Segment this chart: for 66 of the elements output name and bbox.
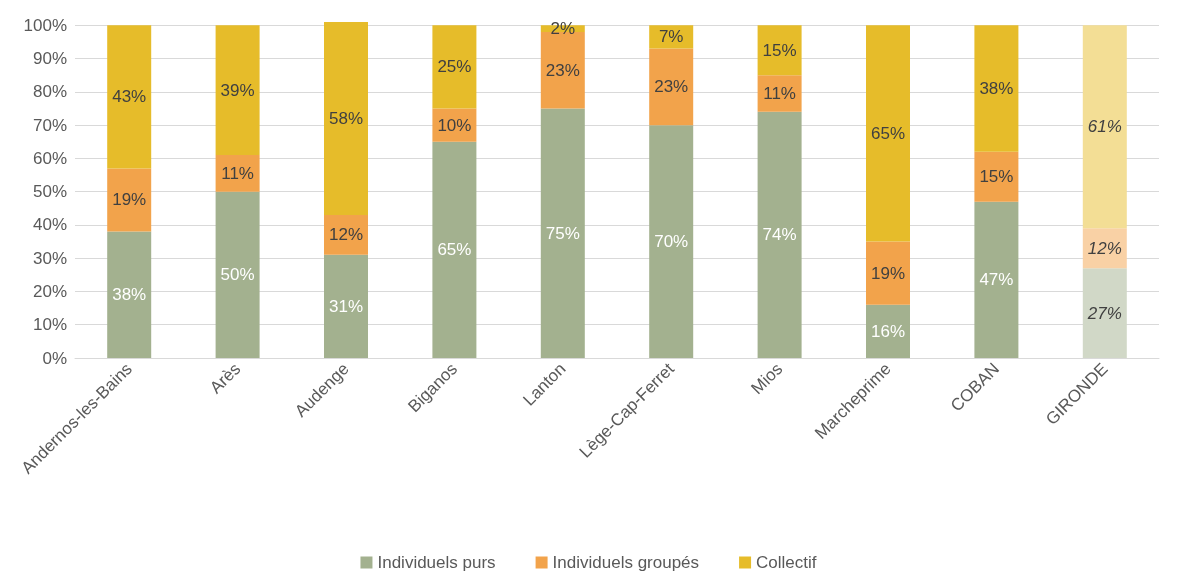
- data-label: 38%: [979, 79, 1014, 99]
- data-label: 11%: [763, 84, 796, 104]
- bar: [107, 231, 152, 358]
- bar: [324, 22, 368, 215]
- data-label: 50%: [220, 265, 255, 285]
- bar: [432, 141, 477, 358]
- data-label: 16%: [870, 321, 906, 341]
- data-label: 43%: [112, 87, 147, 107]
- data-label: 58%: [328, 108, 364, 128]
- bar: [215, 25, 260, 156]
- bar: [757, 111, 802, 358]
- data-label: 23%: [654, 77, 689, 97]
- data-label: 19%: [870, 263, 906, 283]
- bar: [1082, 25, 1127, 229]
- bar: [107, 168, 152, 232]
- data-label: 31%: [328, 296, 364, 316]
- data-label: 15%: [979, 167, 1014, 187]
- y-tick-label: 100%: [23, 15, 67, 35]
- bar: [974, 25, 1019, 152]
- data-label: 2%: [550, 19, 576, 39]
- bar: [432, 25, 477, 109]
- data-label: 70%: [654, 232, 689, 252]
- y-tick-label: 40%: [32, 215, 67, 235]
- bar: [757, 25, 802, 76]
- bar: [540, 108, 585, 358]
- data-label: 10%: [437, 115, 472, 135]
- y-tick-label: 80%: [32, 82, 67, 102]
- data-label: 7%: [658, 27, 684, 47]
- bar: [649, 125, 694, 358]
- y-tick-label: 10%: [32, 315, 67, 335]
- bar: [866, 304, 910, 358]
- bar: [324, 254, 368, 358]
- data-label: 61%: [1087, 117, 1122, 137]
- data-label: 65%: [437, 240, 472, 260]
- bar: [649, 48, 694, 126]
- y-tick-label: 30%: [32, 248, 67, 268]
- legend-label: Individuels groupés: [552, 553, 700, 572]
- data-label: 15%: [762, 40, 797, 60]
- data-label: 27%: [1086, 303, 1122, 323]
- data-label: 25%: [437, 57, 472, 77]
- data-label: 11%: [221, 163, 254, 183]
- y-tick-label: 60%: [32, 148, 67, 168]
- data-label: 47%: [979, 270, 1014, 290]
- legend-label: Individuels purs: [377, 553, 496, 572]
- bar: [866, 241, 910, 305]
- bar: [107, 25, 152, 169]
- data-label: 23%: [545, 60, 580, 80]
- data-label: 74%: [762, 225, 797, 245]
- bar: [974, 201, 1019, 358]
- bar: [1082, 268, 1127, 358]
- y-tick-label: 0%: [42, 348, 67, 368]
- data-label: 65%: [870, 123, 906, 143]
- data-label: 75%: [545, 223, 580, 243]
- bar: [866, 25, 910, 242]
- legend-label: Collectif: [756, 553, 817, 572]
- y-tick-label: 90%: [32, 49, 67, 69]
- y-tick-label: 70%: [32, 115, 67, 135]
- data-label: 39%: [220, 80, 255, 100]
- bar: [974, 151, 1019, 202]
- bar: [215, 191, 260, 358]
- y-tick-label: 50%: [32, 182, 67, 202]
- y-tick-label: 20%: [32, 281, 67, 301]
- data-label: 12%: [328, 225, 364, 245]
- data-label: 12%: [1087, 238, 1122, 258]
- data-label: 38%: [112, 285, 147, 305]
- data-label: 19%: [112, 190, 147, 210]
